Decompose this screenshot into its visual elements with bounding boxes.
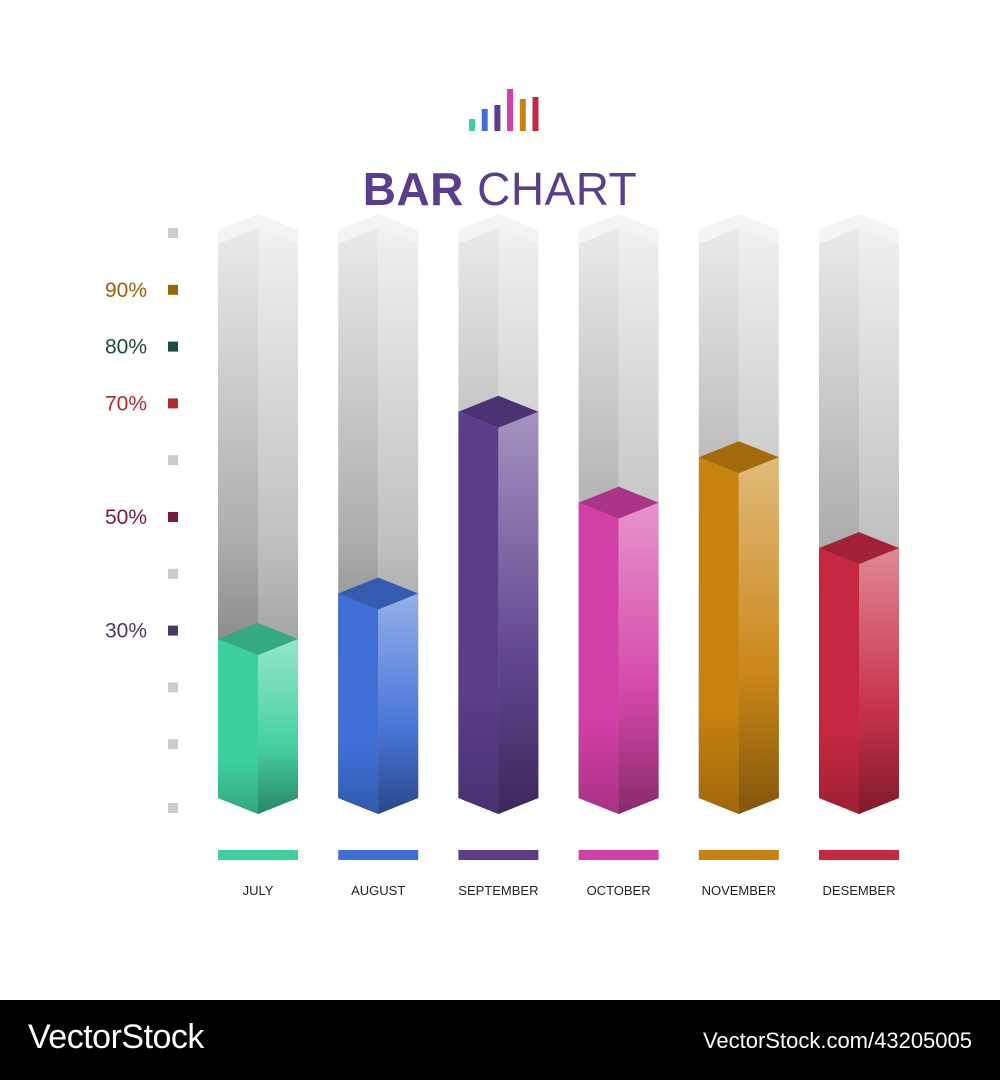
watermark-bar: VectorStock VectorStock.com/43205005 <box>0 1000 1000 1080</box>
legend-swatch <box>578 850 659 860</box>
bar-face-left <box>338 593 379 814</box>
y-tick-marker <box>168 512 178 522</box>
bar-july: JULY <box>218 214 298 898</box>
x-tick-label: NOVEMBER <box>702 883 776 898</box>
y-tick-marker <box>168 625 178 636</box>
legend-swatch <box>218 850 298 860</box>
y-tick-label: 70% <box>105 392 147 415</box>
bar-chart-icon-bar <box>494 105 501 131</box>
y-tick-label: 30% <box>105 620 147 643</box>
y-tick-marker <box>168 803 178 813</box>
bar-face-right <box>738 457 779 814</box>
x-tick-label: JULY <box>243 883 274 898</box>
y-tick-marker <box>168 739 178 750</box>
bar-chart-icon-bar <box>469 119 475 131</box>
bar-chart-icon <box>469 89 539 131</box>
bar-track-cap <box>819 214 899 244</box>
y-tick-marker <box>168 228 178 238</box>
y-tick-marker <box>168 398 178 409</box>
bar-top <box>338 577 419 610</box>
bar-chart-icon-bar <box>532 97 539 131</box>
bar-top <box>698 441 779 474</box>
y-tick-label: 90% <box>105 279 147 302</box>
bar-track-cap <box>218 214 298 244</box>
bar-top <box>578 486 659 519</box>
legend-swatch <box>338 850 419 860</box>
bar-track-cap <box>338 214 419 244</box>
watermark-url: VectorStock.com/43205005 <box>702 1028 972 1053</box>
bar-desember: DESEMBER <box>819 214 899 898</box>
bar-face-left <box>698 457 739 814</box>
y-tick-label: 80% <box>105 336 147 359</box>
chart-title: BAR CHART <box>0 162 1000 216</box>
bar-face-right <box>618 502 659 814</box>
bar-chart-icon-bar <box>481 109 488 131</box>
bar-face-right <box>258 638 298 814</box>
bar-face-left <box>218 638 258 814</box>
bar-august: AUGUST <box>338 214 419 898</box>
bar-track-cap <box>698 214 779 244</box>
x-tick-label: SEPTEMBER <box>458 883 538 898</box>
bar-track-cap <box>458 214 539 244</box>
bar-face-right <box>498 411 539 814</box>
chart-title-bold: BAR <box>362 163 464 215</box>
legend-swatch <box>819 850 899 860</box>
bar-track-cap <box>578 214 659 244</box>
bar-face-right <box>859 548 899 814</box>
bar-face-left <box>578 502 619 814</box>
bar-face-left <box>819 548 859 814</box>
bar-chart-icon-bar <box>507 89 514 131</box>
bar-top <box>819 532 899 565</box>
chart-stage: 90% 80% 70% 50% 30% JULY AUGUST SEPTEMBER OCTOBE… <box>0 89 1000 898</box>
x-tick-label: OCTOBER <box>587 883 651 898</box>
x-tick-label: AUGUST <box>351 883 405 898</box>
bar-face-right <box>378 593 419 814</box>
bar-top <box>458 395 539 428</box>
bar-chart: 90% 80% 70% 50% 30% JULY AUGUST SEPTEMBER OCTOBE… <box>105 89 899 898</box>
legend-swatch <box>458 850 539 860</box>
legend-swatch <box>698 850 779 860</box>
bar-top <box>218 622 298 655</box>
bar-november: NOVEMBER <box>698 214 779 898</box>
bar-chart-icon-bar <box>519 99 526 131</box>
watermark-brand: VectorStock <box>28 1018 204 1056</box>
y-tick-marker <box>168 341 178 352</box>
y-tick-marker <box>168 284 178 295</box>
y-tick-marker <box>168 682 178 693</box>
bar-face-left <box>458 411 499 814</box>
y-tick-label: 50% <box>105 506 147 529</box>
y-tick-marker <box>168 568 178 579</box>
chart-title-light: CHART <box>477 163 638 215</box>
bar-september: SEPTEMBER <box>458 214 538 898</box>
bar-october: OCTOBER <box>578 214 659 898</box>
x-tick-label: DESEMBER <box>823 883 896 898</box>
y-tick-marker <box>168 455 178 466</box>
